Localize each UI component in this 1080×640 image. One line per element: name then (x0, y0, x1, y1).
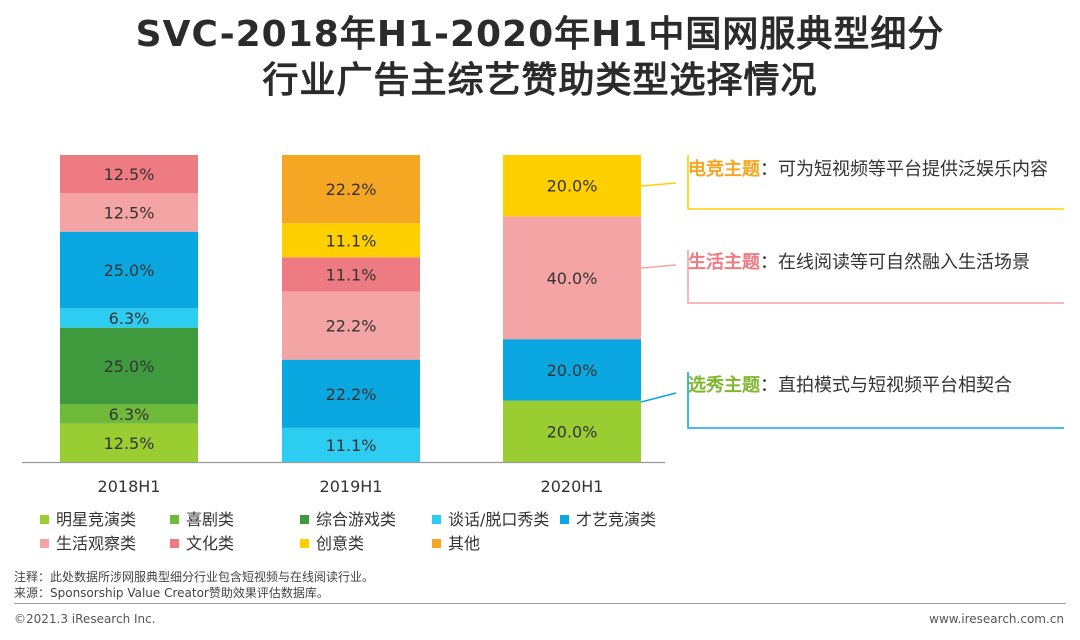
bar-segment-2018H1-1 (60, 404, 198, 424)
data-label-2020H1-0: 20.0% (547, 422, 598, 441)
bar-segment-2020H1-4 (503, 339, 641, 401)
bar-segment-2018H1-0 (60, 423, 198, 462)
x-tick-label-2019H1: 2019H1 (320, 477, 383, 496)
bar-segment-2018H1-4 (60, 231, 198, 309)
annotation-esports-text: ：可为短视频等平台提供泛娱乐内容 (760, 159, 1048, 180)
data-label-2019H1-8: 22.2% (326, 180, 377, 199)
chart-note: 注释：此处数据所涉网服典型细分行业包含短视频与在线阅读行业。 来源：Sponso… (14, 569, 374, 601)
bar-segment-2020H1-0 (503, 400, 641, 462)
annotation-connector-1 (640, 250, 1064, 304)
data-label-2018H1-1: 6.3% (109, 405, 150, 424)
annotation-esports: 电竞主题：可为短视频等平台提供泛娱乐内容 (688, 158, 1058, 182)
bar-segment-2019H1-6 (282, 257, 420, 292)
annotation-connector-2 (640, 372, 1064, 429)
data-label-2018H1-0: 12.5% (104, 434, 155, 453)
x-tick-label-2018H1: 2018H1 (98, 477, 161, 496)
footer-copyright: ©2021.3 iResearch Inc. (14, 612, 156, 626)
chart-title-line-2: 行业广告主综艺赞助类型选择情况 (262, 60, 818, 101)
annotation-talent-key: 选秀主题 (688, 375, 760, 396)
bar-segment-2019H1-8 (282, 155, 420, 224)
data-label-2018H1-2: 25.0% (104, 357, 155, 376)
bar-segment-2019H1-3 (282, 427, 420, 462)
bar-segment-2019H1-7 (282, 223, 420, 258)
bar-segment-2019H1-4 (282, 359, 420, 428)
bar-segment-2019H1-5 (282, 291, 420, 360)
data-label-2019H1-3: 11.1% (326, 436, 377, 455)
data-label-2019H1-5: 22.2% (326, 317, 377, 336)
footer-divider (14, 603, 1066, 604)
annotation-life-text: ：在线阅读等可自然融入生活场景 (760, 252, 1030, 273)
chart-title-line-1: SVC-2018年H1-2020年H1中国网服典型细分 (135, 14, 945, 55)
data-label-2018H1-6: 12.5% (104, 165, 155, 184)
bar-segment-2018H1-2 (60, 327, 198, 405)
annotation-connector-0 (640, 155, 1064, 210)
x-tick-label-2020H1: 2020H1 (541, 477, 604, 496)
bar-segment-2020H1-5 (503, 216, 641, 340)
data-label-2019H1-6: 11.1% (326, 265, 377, 284)
note-line-1: 注释：此处数据所涉网服典型细分行业包含短视频与在线阅读行业。 (14, 570, 375, 584)
note-line-2: 来源：Sponsorship Value Creator赞助效果评估数据库。 (14, 586, 329, 600)
data-label-2020H1-5: 40.0% (547, 269, 598, 288)
annotation-talent: 选秀主题：直拍模式与短视频平台相契合 (688, 374, 1058, 398)
data-label-2018H1-4: 25.0% (104, 261, 155, 280)
footer-website: www.iresearch.com.cn (929, 612, 1064, 626)
data-label-2019H1-7: 11.1% (326, 231, 377, 250)
annotation-life: 生活主题：在线阅读等可自然融入生活场景 (688, 251, 1058, 275)
data-label-2020H1-7: 20.0% (547, 177, 598, 196)
bar-segment-2018H1-3 (60, 308, 198, 328)
bar-segment-2018H1-5 (60, 193, 198, 232)
annotation-talent-text: ：直拍模式与短视频平台相契合 (760, 375, 1012, 396)
data-label-2018H1-5: 12.5% (104, 204, 155, 223)
annotation-esports-key: 电竞主题 (688, 159, 760, 180)
bar-segment-2020H1-7 (503, 155, 641, 217)
data-label-2020H1-4: 20.0% (547, 361, 598, 380)
annotation-life-key: 生活主题 (688, 252, 760, 273)
bar-segment-2018H1-6 (60, 155, 198, 194)
data-label-2018H1-3: 6.3% (109, 309, 150, 328)
data-label-2019H1-4: 22.2% (326, 385, 377, 404)
chart-title: SVC-2018年H1-2020年H1中国网服典型细分 行业广告主综艺赞助类型选… (0, 12, 1080, 104)
